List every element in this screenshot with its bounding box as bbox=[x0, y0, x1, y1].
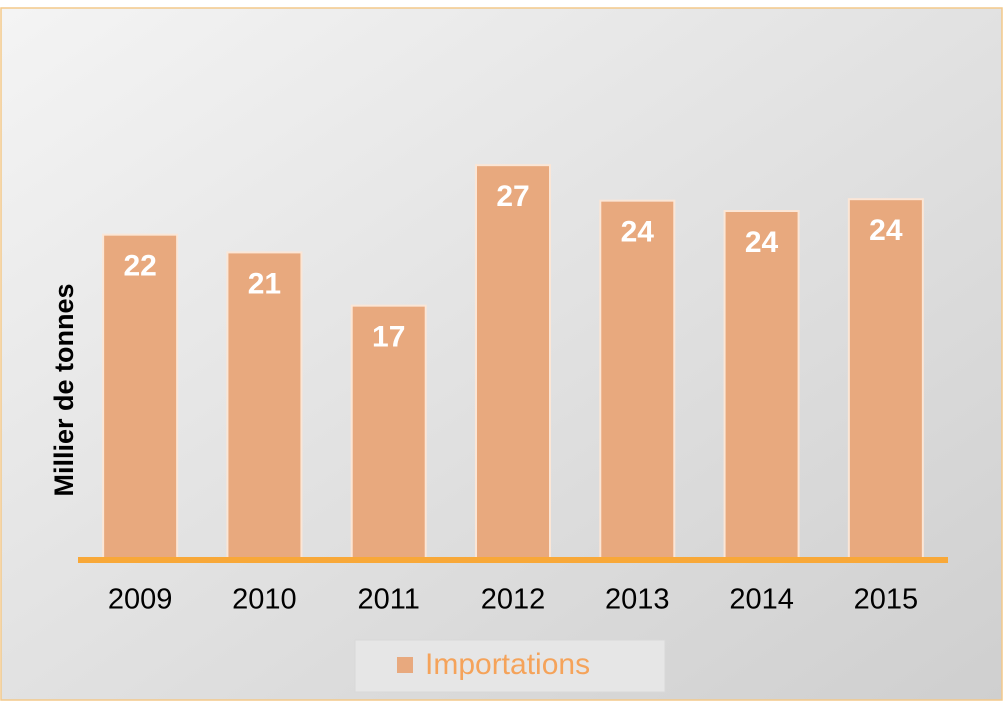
bar bbox=[102, 233, 179, 562]
x-tick-label: 2012 bbox=[481, 584, 546, 616]
data-label: 24 bbox=[621, 216, 655, 249]
bar bbox=[723, 210, 800, 561]
legend-swatch bbox=[397, 657, 413, 673]
data-label: 24 bbox=[745, 226, 779, 259]
bar bbox=[475, 164, 551, 561]
data-label: 22 bbox=[123, 250, 156, 283]
x-tick-label: 2010 bbox=[232, 584, 297, 616]
x-tick-label: 2011 bbox=[358, 584, 420, 616]
data-label: 21 bbox=[248, 267, 281, 300]
bar bbox=[847, 198, 924, 561]
bar bbox=[226, 251, 303, 562]
data-label: 24 bbox=[869, 214, 903, 247]
legend-label: Importations bbox=[425, 648, 590, 681]
x-tick-label: 2013 bbox=[605, 584, 670, 616]
x-tick-label: 2014 bbox=[729, 584, 794, 616]
x-tick-label: 2015 bbox=[854, 584, 919, 616]
x-tick-label: 2009 bbox=[108, 584, 173, 616]
data-label: 27 bbox=[496, 180, 529, 213]
bar bbox=[599, 199, 676, 561]
y-axis-label: Millier de tonnes bbox=[49, 283, 79, 496]
data-label: 17 bbox=[372, 321, 405, 354]
bar bbox=[350, 304, 427, 562]
